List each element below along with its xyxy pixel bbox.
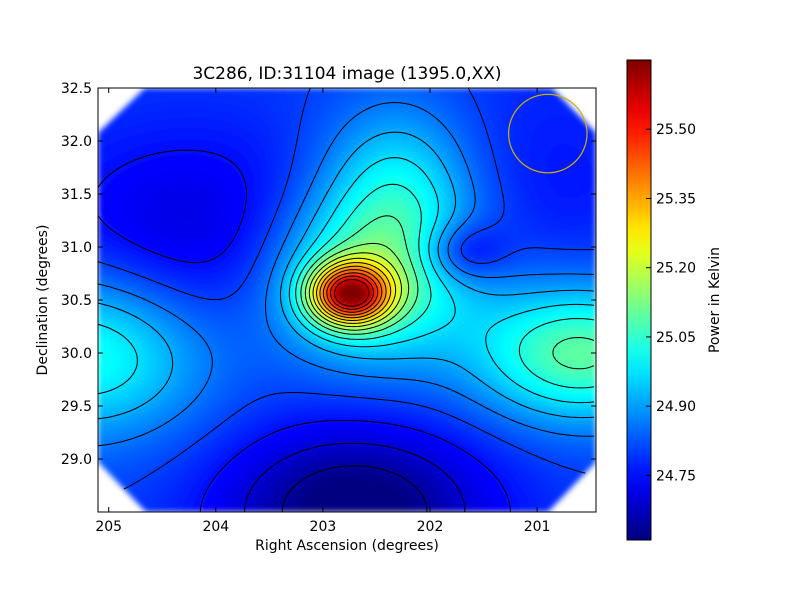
colorbar-label: Power in Kelvin [707, 247, 723, 353]
y-axis: 29.0 29.5 30.0 30.5 31.0 31.5 32.0 32.5 [61, 81, 596, 468]
contour-line [281, 465, 428, 512]
x-axis: 205 204 203 202 201 [95, 88, 550, 535]
contour-line [304, 242, 410, 331]
colorbar-tick-label: 25.05 [656, 330, 696, 346]
contour-line [98, 131, 595, 420]
contour-line [300, 215, 595, 370]
x-tick-label: 202 [417, 519, 444, 535]
colorbar-ticks: 24.75 24.90 25.05 25.20 25.35 25.50 [646, 122, 696, 484]
contour-line [295, 183, 595, 389]
x-tick-label: 203 [310, 519, 337, 535]
x-tick-label: 205 [95, 519, 122, 535]
y-tick-label: 29.5 [61, 399, 92, 415]
contour-line [308, 252, 402, 328]
x-tick-label: 204 [202, 519, 229, 535]
heatmap-image [98, 88, 596, 512]
y-axis-label: Declination (degrees) [35, 225, 51, 376]
x-axis-label: Right Ascension (degrees) [255, 538, 439, 554]
contour-line [312, 257, 397, 324]
contour-line [326, 272, 379, 313]
contour-line [98, 88, 595, 501]
contour-line [333, 279, 370, 307]
y-tick-label: 30.5 [61, 293, 92, 309]
beam-circle [507, 93, 588, 174]
y-tick-label: 31.5 [61, 187, 92, 203]
colorbar-tick-label: 24.90 [656, 399, 696, 415]
contour-line [98, 102, 595, 447]
colorbar-tick-label: 24.75 [656, 468, 696, 484]
y-tick-label: 30.0 [61, 346, 92, 362]
contour-line [98, 157, 595, 404]
contour-lines [98, 88, 595, 512]
y-tick-label: 31.0 [61, 240, 92, 256]
colorbar-tick-label: 25.50 [656, 122, 696, 138]
colorbar [626, 59, 652, 541]
contour-line [322, 269, 383, 316]
y-tick-label: 32.5 [61, 81, 92, 97]
chart-title: 3C286, ID:31104 image (1395.0,XX) [192, 64, 501, 84]
colorbar-tick-label: 25.35 [656, 191, 696, 207]
contour-line [329, 275, 375, 310]
y-tick-label: 29.0 [61, 452, 92, 468]
contour-line [316, 262, 392, 321]
contour-line [98, 149, 511, 512]
contour-line [319, 265, 387, 319]
y-tick-label: 32.0 [61, 134, 92, 150]
contour-line [244, 442, 466, 512]
colorbar-tick-label: 25.20 [656, 261, 696, 277]
x-tick-label: 201 [524, 519, 551, 535]
